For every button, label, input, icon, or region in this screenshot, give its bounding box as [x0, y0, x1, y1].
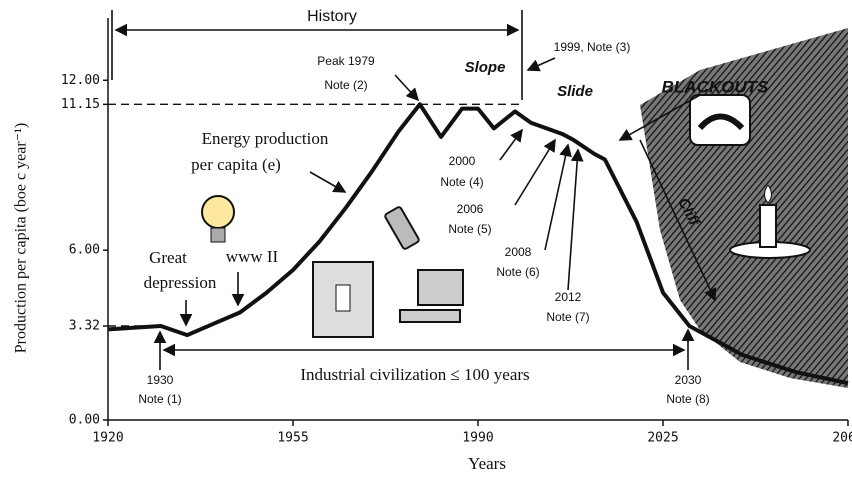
- switch-icon: [313, 262, 373, 337]
- x-axis-label: Years: [468, 454, 506, 473]
- arrow: [545, 145, 568, 250]
- arrow: [568, 150, 578, 290]
- annotation: 1930: [147, 373, 174, 387]
- annotation: Energy production: [202, 129, 329, 148]
- annotation: 2030: [675, 373, 702, 387]
- annotation: 1999, Note (3): [554, 40, 631, 54]
- arrow: [310, 172, 345, 192]
- computer-icon: [400, 270, 463, 322]
- annotation: Note (8): [666, 392, 709, 406]
- lamp-icon: [690, 95, 750, 145]
- annotation: History: [307, 8, 357, 25]
- arrow: [515, 140, 555, 205]
- annotation: Industrial civilization ≤ 100 years: [300, 365, 529, 384]
- annotation: Great: [149, 248, 187, 267]
- annotation: Note (4): [440, 175, 483, 189]
- y-tick-label: 3.32: [69, 319, 100, 334]
- annotation: Slope: [465, 59, 506, 76]
- y-tick-label: 6.00: [69, 243, 100, 258]
- arrow: [528, 58, 555, 70]
- annotation: per capita (e): [191, 155, 281, 174]
- y-tick-label: 11.15: [61, 97, 100, 112]
- annotation: Note (1): [138, 392, 181, 406]
- annotation: 2008: [505, 245, 532, 259]
- arrow: [395, 75, 418, 100]
- annotation: Peak 1979: [317, 54, 375, 68]
- annotation: Note (2): [324, 78, 367, 92]
- y-tick-label: 0.00: [69, 413, 100, 428]
- bulb-icon: [202, 196, 234, 242]
- x-tick-label: 1920: [92, 431, 123, 446]
- annotation: 2012: [555, 290, 582, 304]
- x-tick-label: 2025: [647, 431, 678, 446]
- annotation: www II: [226, 247, 279, 266]
- annotation: 2000: [449, 154, 476, 168]
- annotation: Slide: [557, 83, 593, 100]
- y-tick-label: 12.00: [61, 73, 100, 88]
- x-tick-label: 2060: [832, 431, 852, 446]
- chart: History Peak 1979 Note (2) 1999, Note (3…: [0, 0, 852, 478]
- x-tick-label: 1955: [277, 431, 308, 446]
- x-tick-label: 1990: [462, 431, 493, 446]
- y-axis-label: Production per capita (boe c year⁻¹): [13, 123, 30, 353]
- annotation: depression: [144, 273, 217, 292]
- annotation: BLACKOUTS: [662, 77, 769, 96]
- annotation: Note (5): [448, 222, 491, 236]
- annotation: Note (6): [496, 265, 539, 279]
- annotation: Note (7): [546, 310, 589, 324]
- annotation: 2006: [457, 202, 484, 216]
- phone-icon: [384, 206, 420, 250]
- arrow: [500, 130, 522, 160]
